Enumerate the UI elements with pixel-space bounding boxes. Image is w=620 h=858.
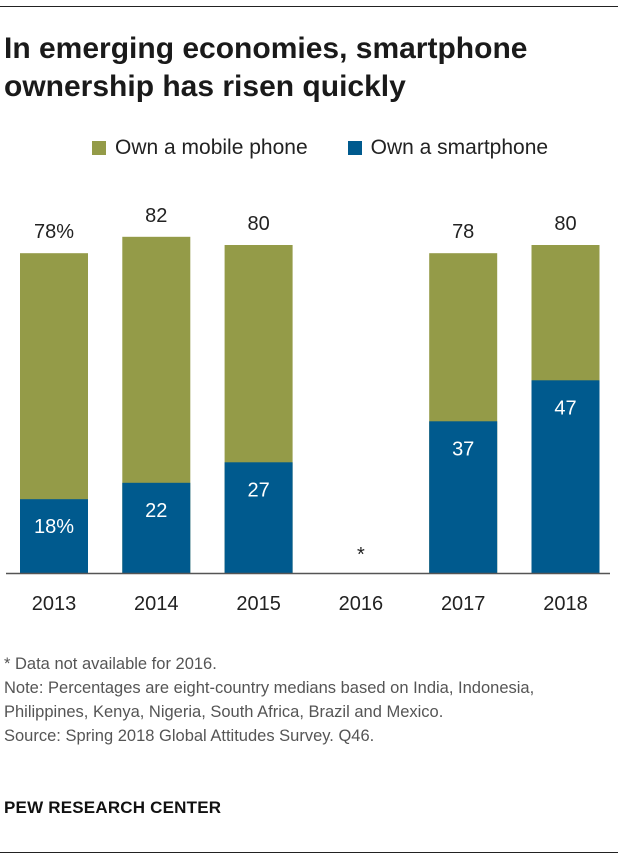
label-smartphone-2015: 27 bbox=[247, 479, 269, 501]
label-mobile-2014: 82 bbox=[145, 205, 167, 227]
bar-smartphone-2018 bbox=[531, 380, 600, 573]
note-methodology: Note: Percentages are eight-country medi… bbox=[4, 679, 535, 721]
chart-legend: Own a mobile phone Own a smartphone bbox=[92, 134, 588, 162]
bar-chart: 78% 18% 2013 82 22 2014 80 27 2015 * 2016 78 37 2017 8… bbox=[6, 205, 610, 615]
legend-label-smartphone: Own a smartphone bbox=[370, 136, 549, 159]
label-smartphone-2013: 18% bbox=[34, 516, 74, 538]
label-mobile-2015: 80 bbox=[247, 213, 269, 235]
label-mobile-2018: 80 bbox=[554, 213, 576, 235]
x-tick-label-2017: 2017 bbox=[441, 593, 486, 615]
label-mobile-2013: 78% bbox=[34, 221, 74, 243]
top-rule bbox=[0, 6, 618, 7]
bottom-rule bbox=[0, 852, 618, 853]
legend-swatch-mobile-phone bbox=[92, 141, 106, 155]
chart-notes: * Data not available for 2016. Note: Per… bbox=[4, 652, 604, 748]
legend-swatch-smartphone bbox=[347, 141, 362, 155]
x-tick-label-2013: 2013 bbox=[32, 593, 77, 615]
label-mobile-2017: 78 bbox=[452, 221, 474, 243]
note-missing-data: * Data not available for 2016. bbox=[4, 655, 217, 673]
note-source: Source: Spring 2018 Global Attitudes Sur… bbox=[4, 727, 375, 745]
source-brand: PEW RESEARCH CENTER bbox=[4, 798, 222, 817]
x-tick-label-2014: 2014 bbox=[134, 593, 179, 615]
bar-smartphone-2017 bbox=[429, 421, 498, 573]
missing-data-marker: * bbox=[357, 544, 365, 566]
legend-label-mobile-phone: Own a mobile phone bbox=[115, 136, 308, 159]
x-tick-label-2016: 2016 bbox=[339, 593, 384, 615]
label-smartphone-2018: 47 bbox=[554, 397, 576, 419]
legend-item-smartphone: Own a smartphone bbox=[347, 136, 549, 160]
bar-smartphone-2014 bbox=[122, 482, 191, 573]
bar-smartphone-2013 bbox=[20, 499, 88, 573]
label-smartphone-2017: 37 bbox=[452, 438, 474, 460]
x-tick-label-2015: 2015 bbox=[236, 593, 281, 615]
label-smartphone-2014: 22 bbox=[145, 500, 167, 522]
bar-smartphone-2015 bbox=[224, 462, 293, 573]
chart-title: In emerging economies, smartphone owners… bbox=[4, 32, 528, 103]
x-tick-label-2018: 2018 bbox=[543, 593, 588, 615]
legend-item-mobile-phone: Own a mobile phone bbox=[92, 136, 308, 160]
